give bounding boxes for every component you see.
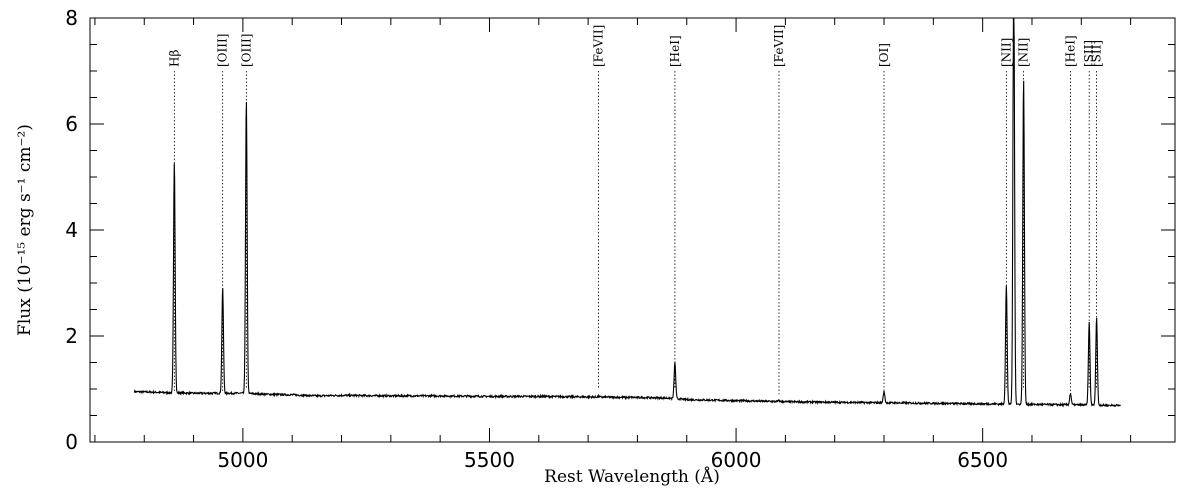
line-label: [SII]: [1090, 40, 1104, 67]
line-label: Hβ: [167, 50, 181, 67]
x-axis-label: Rest Wavelength (Å): [544, 466, 720, 487]
line-label: [NII]: [1017, 38, 1031, 67]
line-label: [HeI]: [668, 35, 682, 67]
y-tick-label: 4: [65, 218, 78, 242]
line-label: [FeVII]: [772, 25, 786, 67]
y-axis: 0 2 4 6 8: [65, 6, 1175, 454]
line-label: [FeVII]: [591, 25, 605, 67]
y-axis-label: Flux (10⁻¹⁵ erg s⁻¹ cm⁻²): [15, 124, 35, 336]
x-tick-label: 6500: [957, 448, 1008, 472]
spectrum-line: [133, 17, 1121, 408]
line-label: [OI]: [877, 43, 891, 67]
x-tick-label: 5500: [464, 448, 515, 472]
line-label: [HeI]: [1063, 35, 1077, 67]
x-tick-label: 6000: [711, 448, 762, 472]
line-label: [SII]: [1082, 40, 1096, 67]
x-axis: 5000 5500 6000 6500: [94, 18, 1132, 472]
line-labels: Hβ [OIII] [OIII] [FeVII] [HeI] [FeVII] [OI] [NI…: [167, 25, 1103, 67]
line-label: [NII]: [999, 38, 1013, 67]
y-tick-label: 0: [65, 430, 78, 454]
line-markers: [173, 71, 1097, 395]
line-label: [OIII]: [239, 34, 253, 67]
x-tick-label: 5000: [217, 448, 268, 472]
line-label: [OIII]: [216, 34, 230, 67]
y-tick-label: 8: [65, 6, 78, 30]
y-tick-label: 6: [65, 112, 78, 136]
y-tick-label: 2: [65, 324, 78, 348]
